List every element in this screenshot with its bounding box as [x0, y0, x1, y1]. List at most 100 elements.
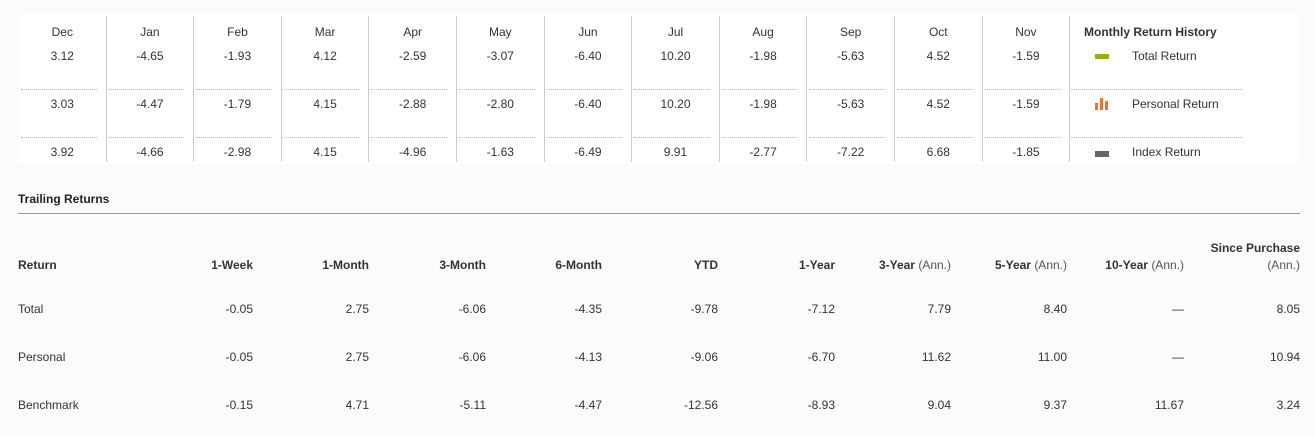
month-value: -1.59	[1012, 97, 1040, 111]
month-value: 4.52	[926, 49, 950, 63]
row-divider	[283, 89, 360, 90]
row-divider	[984, 137, 1061, 138]
month-header: Mar	[314, 25, 336, 39]
annualized-note: (Ann.)	[1267, 258, 1300, 272]
table-cell: -9.78	[690, 302, 718, 316]
table-cell: -8.93	[807, 398, 835, 412]
month-value: -4.47	[136, 97, 164, 111]
legend-item: Personal Return	[1071, 97, 1251, 138]
table-cell: 4.71	[345, 398, 369, 412]
month-header: Oct	[928, 25, 948, 39]
column-header-y3: 3-Year (Ann.)	[879, 258, 951, 272]
column-header-m6: 6-Month	[555, 258, 602, 272]
legend-title: Monthly Return History	[1084, 25, 1217, 39]
row-label: Personal	[18, 350, 66, 364]
table-cell: -0.05	[225, 350, 253, 364]
table-cell: -4.47	[574, 398, 602, 412]
month-header: Sep	[840, 25, 862, 39]
table-cell: -0.15	[225, 398, 253, 412]
month-value: -5.63	[837, 49, 865, 63]
legend-label: Index Return	[1132, 145, 1201, 159]
month-value: -1.63	[486, 145, 514, 159]
trailing-returns-title: Trailing Returns	[18, 192, 110, 206]
month-column-oct: Oct 4.52 4.52 6.68	[895, 16, 983, 162]
month-value: 4.15	[313, 145, 337, 159]
row-divider	[809, 137, 885, 138]
month-value: -6.40	[574, 49, 602, 63]
month-value: -2.59	[399, 49, 427, 63]
orange-bars-icon	[1095, 98, 1111, 110]
column-header-m1: 1-Month	[322, 258, 369, 272]
month-column-apr: Apr -2.59 -2.88 -4.96	[369, 16, 457, 162]
month-value: -2.88	[399, 97, 427, 111]
row-divider	[897, 89, 973, 90]
legend-item: Index Return	[1071, 145, 1251, 165]
table-cell: -6.06	[458, 350, 486, 364]
row-divider	[108, 89, 185, 90]
row-divider	[721, 89, 798, 90]
table-cell: 3.24	[1276, 398, 1300, 412]
month-value: 3.03	[50, 97, 74, 111]
row-divider	[546, 89, 623, 90]
row-divider	[283, 137, 360, 138]
table-cell: 11.67	[1154, 398, 1184, 412]
month-value: -3.07	[486, 49, 514, 63]
month-value: -2.98	[223, 145, 252, 159]
row-divider	[108, 137, 185, 138]
table-cell: -7.12	[807, 302, 835, 316]
row-divider	[21, 89, 97, 90]
gray-bar-icon	[1095, 151, 1109, 157]
column-header-y5: 5-Year (Ann.)	[995, 258, 1067, 272]
annualized-note: (Ann.)	[1151, 258, 1184, 272]
annualized-note: (Ann.)	[918, 258, 951, 272]
row-label: Benchmark	[18, 398, 79, 412]
row-divider	[546, 137, 623, 138]
month-value: 9.91	[663, 145, 688, 159]
table-cell: -9.06	[690, 350, 718, 364]
table-cell: -12.56	[683, 398, 718, 412]
month-header: Apr	[403, 25, 423, 39]
legend-label: Personal Return	[1132, 97, 1219, 111]
column-header-label: 10-Year	[1105, 258, 1148, 272]
month-value: -4.96	[399, 145, 427, 159]
month-header: Jun	[578, 25, 598, 39]
row-divider	[459, 137, 535, 138]
table-cell: 11.62	[921, 350, 951, 364]
month-column-may: May -3.07 -2.80 -1.63	[457, 16, 545, 162]
month-value: -6.40	[574, 97, 602, 111]
month-value: 3.92	[50, 145, 74, 159]
table-cell: 10.94	[1269, 350, 1300, 364]
row-divider	[721, 137, 798, 138]
column-header-label: 3-Year	[878, 258, 915, 272]
month-value: -1.85	[1012, 145, 1040, 159]
legend-divider	[1071, 89, 1243, 90]
month-header: Aug	[752, 25, 774, 39]
monthly-return-grid: Dec 3.12 3.03 3.92 Jan -4.65 -4.47 -4.66 Feb -1.9…	[19, 14, 1299, 164]
month-value: -1.59	[1012, 49, 1040, 63]
month-header: Jan	[140, 25, 160, 39]
row-label: Total	[18, 302, 44, 316]
column-header-m3: 3-Month	[439, 258, 486, 272]
row-divider	[21, 137, 97, 138]
month-value: 6.68	[926, 145, 950, 159]
month-value: 3.12	[50, 49, 74, 63]
legend-item: Total Return	[1071, 49, 1251, 90]
table-cell: 7.79	[927, 302, 951, 316]
column-header-ytd: YTD	[694, 258, 718, 272]
row-divider	[634, 89, 710, 90]
month-value: -2.77	[749, 145, 777, 159]
column-header-label: 5-Year	[994, 258, 1031, 272]
month-value: -6.49	[574, 145, 602, 159]
table-cell: 2.75	[345, 302, 369, 316]
column-header-y1: 1-Year	[799, 258, 835, 272]
annualized-note: (Ann.)	[1034, 258, 1067, 272]
column-header-label: YTD	[694, 258, 718, 272]
table-cell: —	[1172, 302, 1184, 316]
month-value: -1.93	[223, 49, 252, 63]
month-column-aug: Aug -1.98 -1.98 -2.77	[720, 16, 808, 162]
table-cell: -4.13	[574, 350, 602, 364]
month-header: Nov	[1015, 25, 1037, 39]
month-value: 4.12	[313, 49, 337, 63]
table-cell: —	[1172, 350, 1184, 364]
table-cell: 8.40	[1043, 302, 1067, 316]
